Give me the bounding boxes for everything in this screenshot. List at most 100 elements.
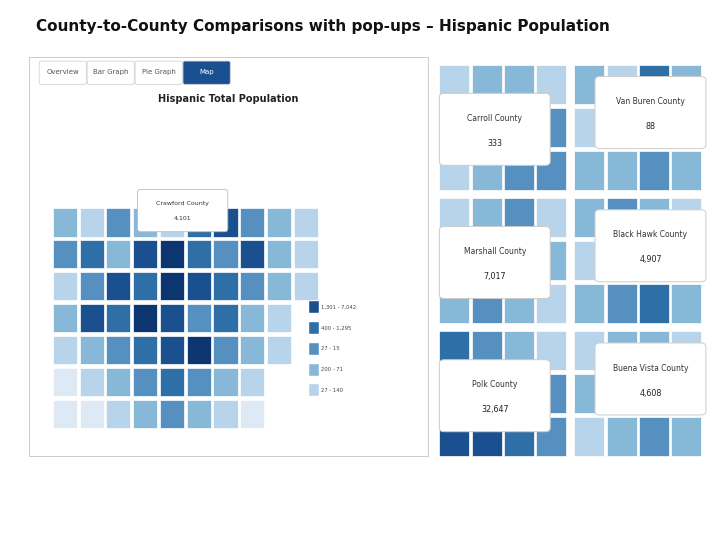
Bar: [240, 208, 264, 237]
Bar: [213, 240, 238, 268]
Bar: [186, 400, 211, 428]
Bar: [186, 336, 211, 365]
Bar: [240, 272, 264, 300]
Text: Overview: Overview: [46, 69, 79, 75]
Text: 200 - 71: 200 - 71: [321, 367, 343, 372]
Bar: [107, 400, 130, 428]
Bar: [53, 272, 77, 300]
Bar: [213, 400, 238, 428]
Bar: [160, 305, 184, 333]
Bar: [240, 368, 264, 396]
Bar: [133, 336, 157, 365]
Text: Iowa State University: Iowa State University: [18, 483, 200, 497]
Bar: [53, 240, 77, 268]
Bar: [160, 240, 184, 268]
Bar: [133, 240, 157, 268]
Bar: [133, 305, 157, 333]
Bar: [107, 368, 130, 396]
Bar: [133, 272, 157, 300]
Text: 400 - 1,295: 400 - 1,295: [321, 326, 351, 330]
Bar: [79, 400, 104, 428]
Bar: [186, 208, 211, 237]
Text: Marshall County: Marshall County: [464, 247, 526, 256]
Bar: [79, 240, 104, 268]
Bar: [308, 363, 318, 376]
Text: 4,907: 4,907: [639, 255, 662, 265]
Bar: [213, 336, 238, 365]
Bar: [240, 400, 264, 428]
Bar: [53, 368, 77, 396]
Text: Van Buren County: Van Buren County: [616, 97, 685, 106]
Bar: [107, 272, 130, 300]
Bar: [107, 208, 130, 237]
Bar: [308, 301, 318, 313]
Text: Buena Vista County: Buena Vista County: [613, 363, 688, 373]
Text: Map: Map: [199, 69, 214, 75]
Bar: [308, 322, 318, 334]
Bar: [240, 240, 264, 268]
Bar: [133, 400, 157, 428]
Text: 4,101: 4,101: [174, 216, 192, 221]
Bar: [160, 336, 184, 365]
Bar: [79, 208, 104, 237]
FancyBboxPatch shape: [138, 190, 228, 232]
Bar: [160, 208, 184, 237]
Bar: [160, 368, 184, 396]
Bar: [160, 400, 184, 428]
Bar: [267, 336, 291, 365]
Text: Black Hawk County: Black Hawk County: [613, 231, 688, 239]
Bar: [186, 368, 211, 396]
Bar: [79, 368, 104, 396]
Text: 27 - 15: 27 - 15: [321, 346, 340, 352]
Text: 4,608: 4,608: [639, 389, 662, 397]
Bar: [53, 208, 77, 237]
Text: Hispanic Total Population: Hispanic Total Population: [158, 93, 299, 104]
Bar: [107, 336, 130, 365]
Bar: [53, 400, 77, 428]
Bar: [213, 272, 238, 300]
Bar: [79, 336, 104, 365]
Text: 333: 333: [487, 139, 503, 148]
Bar: [294, 208, 318, 237]
Bar: [240, 336, 264, 365]
Text: 7,017: 7,017: [483, 272, 506, 281]
Bar: [133, 368, 157, 396]
Text: 32,647: 32,647: [481, 406, 508, 414]
Text: 88: 88: [645, 122, 655, 131]
Bar: [186, 305, 211, 333]
Bar: [53, 305, 77, 333]
Bar: [107, 240, 130, 268]
Bar: [240, 305, 264, 333]
Text: Polk County: Polk County: [472, 380, 518, 389]
Bar: [267, 305, 291, 333]
Bar: [267, 272, 291, 300]
FancyBboxPatch shape: [39, 61, 86, 84]
Bar: [294, 240, 318, 268]
Bar: [267, 208, 291, 237]
FancyBboxPatch shape: [87, 61, 135, 84]
Bar: [160, 272, 184, 300]
Bar: [294, 272, 318, 300]
Bar: [308, 343, 318, 355]
Bar: [186, 240, 211, 268]
Text: Pie Graph: Pie Graph: [142, 69, 176, 75]
Text: Crawford County: Crawford County: [156, 201, 209, 206]
Bar: [79, 305, 104, 333]
Text: County-to-County Comparisons with pop-ups – Hispanic Population: County-to-County Comparisons with pop-up…: [36, 19, 610, 34]
Bar: [213, 368, 238, 396]
Bar: [133, 208, 157, 237]
Bar: [308, 384, 318, 396]
Bar: [267, 240, 291, 268]
Text: Bar Graph: Bar Graph: [93, 69, 128, 75]
Bar: [53, 336, 77, 365]
FancyBboxPatch shape: [135, 61, 182, 84]
Text: 1,301 - 7,042: 1,301 - 7,042: [321, 305, 356, 310]
Text: Carroll County: Carroll County: [467, 114, 522, 123]
Text: Extension and Outreach: Extension and Outreach: [18, 515, 138, 524]
FancyBboxPatch shape: [183, 61, 230, 84]
Bar: [213, 208, 238, 237]
Bar: [186, 272, 211, 300]
Bar: [213, 305, 238, 333]
Bar: [107, 305, 130, 333]
Text: 27 - 140: 27 - 140: [321, 388, 343, 393]
